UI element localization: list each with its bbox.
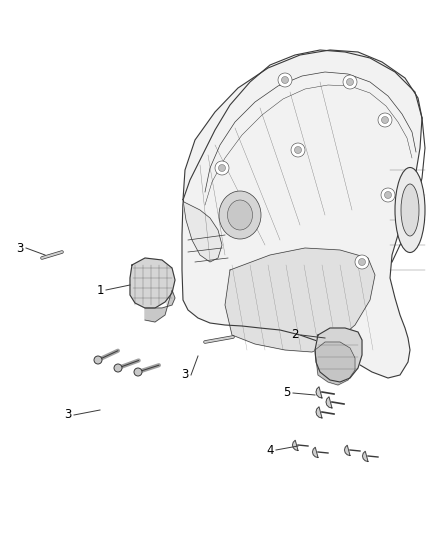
Polygon shape [182, 50, 422, 378]
Circle shape [358, 259, 365, 265]
Circle shape [355, 255, 369, 269]
Polygon shape [345, 445, 350, 456]
Polygon shape [130, 258, 175, 308]
Circle shape [282, 77, 289, 84]
Polygon shape [315, 342, 355, 385]
Circle shape [385, 191, 392, 198]
Ellipse shape [395, 167, 425, 253]
Ellipse shape [227, 200, 252, 230]
Text: 4: 4 [266, 443, 274, 456]
Polygon shape [293, 440, 298, 450]
Circle shape [294, 147, 301, 154]
Text: 5: 5 [283, 386, 291, 400]
Ellipse shape [401, 184, 419, 236]
Text: 3: 3 [181, 368, 189, 382]
Polygon shape [312, 447, 318, 457]
Circle shape [291, 143, 305, 157]
Polygon shape [316, 387, 322, 398]
Circle shape [134, 368, 142, 376]
Polygon shape [145, 290, 175, 322]
Polygon shape [315, 328, 362, 382]
Circle shape [114, 364, 122, 372]
Circle shape [378, 113, 392, 127]
Circle shape [219, 165, 226, 172]
Circle shape [346, 78, 353, 85]
Text: 3: 3 [64, 408, 72, 422]
Circle shape [215, 161, 229, 175]
Circle shape [381, 117, 389, 124]
Text: 3: 3 [16, 241, 24, 254]
Circle shape [381, 188, 395, 202]
Circle shape [278, 73, 292, 87]
Circle shape [343, 75, 357, 89]
Polygon shape [183, 200, 222, 262]
Polygon shape [225, 248, 375, 352]
Text: 2: 2 [291, 328, 299, 342]
Text: 1: 1 [96, 284, 104, 296]
Polygon shape [326, 397, 332, 408]
Circle shape [94, 356, 102, 364]
Polygon shape [363, 451, 368, 462]
Ellipse shape [219, 191, 261, 239]
Polygon shape [316, 407, 322, 418]
